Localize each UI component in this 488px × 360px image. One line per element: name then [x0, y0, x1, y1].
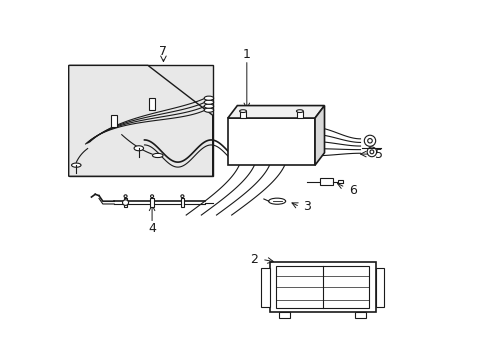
Bar [319, 179, 332, 185]
Ellipse shape [124, 195, 127, 198]
Bar [297, 111, 302, 118]
Ellipse shape [268, 198, 285, 204]
Bar [269, 262, 375, 312]
Ellipse shape [367, 139, 371, 143]
Ellipse shape [204, 96, 213, 100]
Bar [227, 118, 314, 165]
Bar [150, 198, 154, 207]
Text: 3: 3 [303, 200, 311, 213]
Ellipse shape [134, 146, 143, 151]
Ellipse shape [181, 195, 183, 198]
Ellipse shape [366, 147, 376, 157]
Text: 5: 5 [375, 148, 383, 161]
Polygon shape [68, 66, 212, 176]
Ellipse shape [122, 200, 128, 205]
Bar [337, 180, 343, 184]
Ellipse shape [204, 104, 213, 108]
Ellipse shape [364, 135, 375, 146]
Text: 1: 1 [243, 48, 250, 61]
Ellipse shape [204, 100, 213, 104]
Ellipse shape [369, 150, 373, 154]
Bar [276, 266, 368, 308]
Ellipse shape [71, 163, 81, 167]
Bar [68, 66, 212, 176]
Bar [354, 312, 366, 318]
Polygon shape [227, 105, 324, 118]
Ellipse shape [239, 110, 246, 112]
Bar [149, 98, 155, 110]
Ellipse shape [204, 108, 213, 112]
Bar [240, 111, 245, 118]
Text: 2: 2 [250, 253, 258, 266]
Bar [375, 268, 383, 307]
Text: 6: 6 [348, 184, 356, 197]
Bar [123, 198, 127, 207]
Bar [261, 268, 269, 307]
Bar [111, 115, 117, 127]
Text: 7: 7 [159, 45, 167, 58]
Ellipse shape [296, 110, 303, 112]
Ellipse shape [150, 195, 153, 198]
Ellipse shape [152, 153, 163, 158]
Text: 4: 4 [148, 222, 156, 235]
Bar [279, 312, 290, 318]
Polygon shape [314, 105, 324, 165]
Bar [180, 198, 184, 207]
